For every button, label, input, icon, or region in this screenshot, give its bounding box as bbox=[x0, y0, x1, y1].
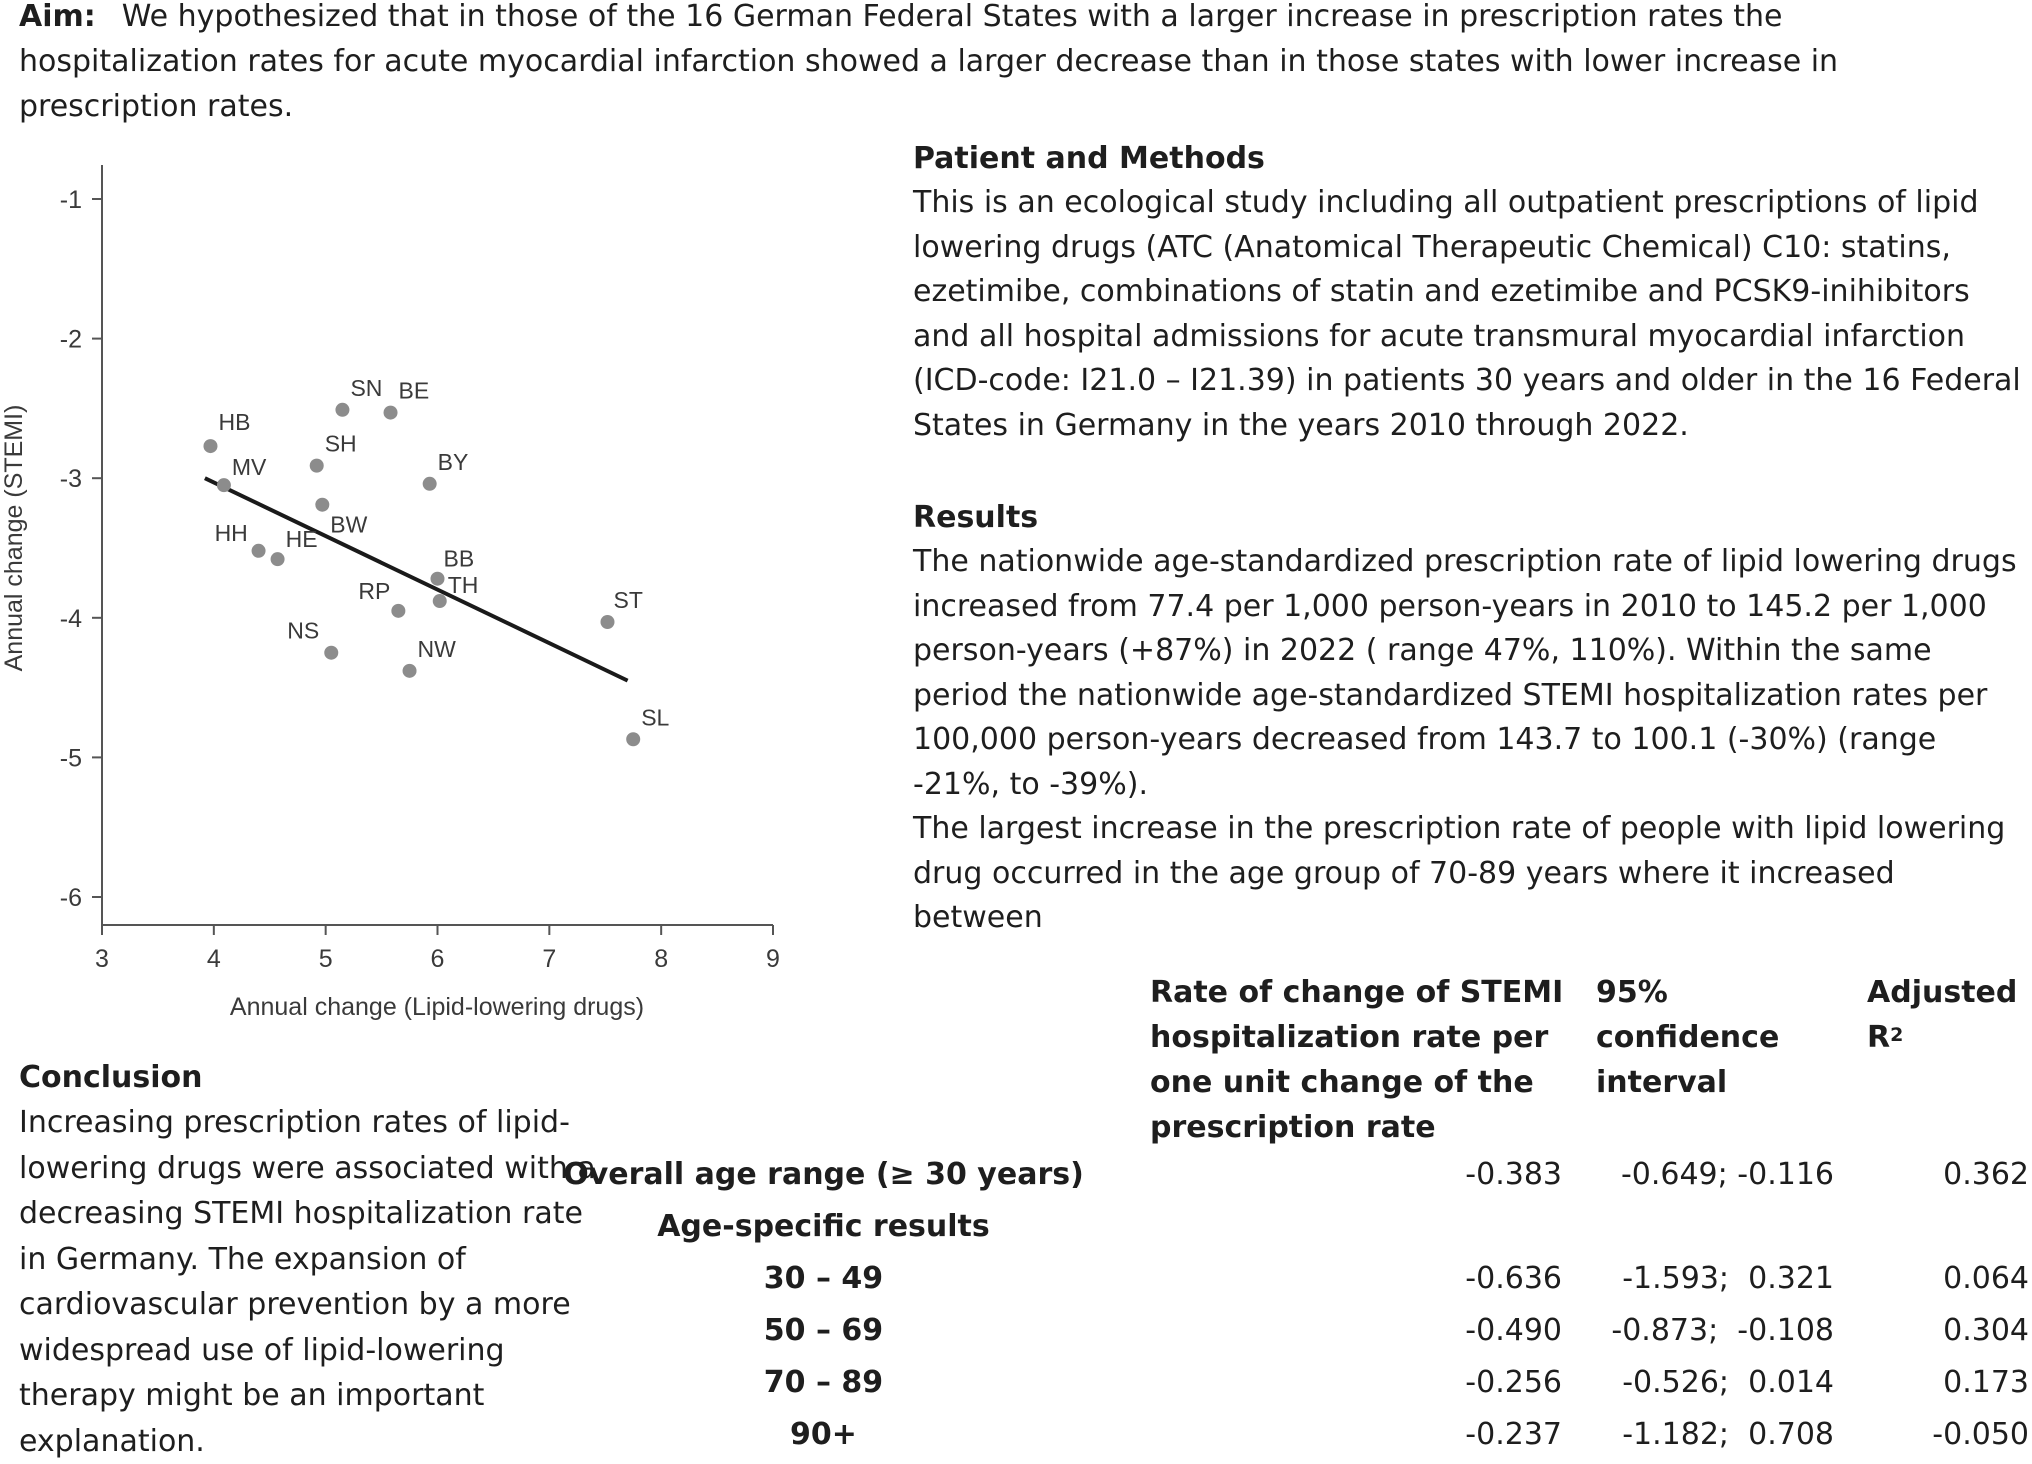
y-axis-label: Annual change (STEMI) bbox=[0, 405, 28, 672]
r2-cell: 0.304 bbox=[1943, 1313, 2029, 1348]
data-point-sh bbox=[309, 458, 324, 473]
results-paragraph-2: The largest increase in the prescription… bbox=[913, 811, 2006, 935]
point-label-bb: BB bbox=[444, 546, 475, 572]
point-label-be: BE bbox=[399, 378, 430, 404]
row-label: 30 – 49 bbox=[763, 1261, 884, 1296]
data-point-hh bbox=[251, 543, 266, 558]
data-point-sl bbox=[626, 732, 641, 747]
r2-header-superscript: 2 bbox=[1890, 1024, 1904, 1046]
data-point-th bbox=[432, 594, 447, 609]
ci-cell: -0.873; -0.108 bbox=[1611, 1313, 1834, 1348]
point-label-ns: NS bbox=[287, 618, 319, 644]
data-point-sn bbox=[335, 402, 350, 417]
x-tick-label: 3 bbox=[95, 945, 109, 973]
point-label-st: ST bbox=[613, 587, 642, 613]
r2-cell: 0.362 bbox=[1943, 1157, 2029, 1192]
data-point-by bbox=[422, 476, 437, 491]
aim-label-text: Aim bbox=[19, 0, 84, 34]
conclusion-section: Conclusion Increasing prescription rates… bbox=[19, 1056, 619, 1464]
y-tick-label: -1 bbox=[60, 186, 82, 214]
point-label-by: BY bbox=[438, 449, 469, 475]
table-row-70-89: 70 – 89 -0.256 -0.526; 0.014 0.173 bbox=[0, 1359, 2032, 1407]
table-row-90-plus: 90+ -0.237 -1.182; 0.708 -0.050 bbox=[0, 1411, 2032, 1459]
y-tick-label: -5 bbox=[60, 744, 82, 772]
row-label: Age-specific results bbox=[657, 1209, 990, 1244]
data-point-hb bbox=[203, 439, 218, 454]
ci-cell: -0.526; 0.014 bbox=[1622, 1365, 1834, 1400]
y-tick-label: -2 bbox=[60, 326, 82, 354]
data-point-st bbox=[600, 614, 615, 629]
results-heading: Results bbox=[913, 500, 1039, 535]
data-point-bw bbox=[315, 497, 330, 512]
x-tick-label: 8 bbox=[654, 945, 668, 973]
r2-cell: 0.173 bbox=[1943, 1365, 2029, 1400]
ci-cell: -0.649; -0.116 bbox=[1620, 1157, 1834, 1192]
results-paragraph-1: The nationwide age-standardized prescrip… bbox=[913, 544, 2017, 802]
x-tick-label: 4 bbox=[207, 945, 221, 973]
data-point-rp bbox=[391, 603, 406, 618]
rate-cell: -0.490 bbox=[1465, 1313, 1562, 1348]
point-label-mv: MV bbox=[232, 454, 267, 480]
point-label-sn: SN bbox=[350, 375, 382, 401]
point-label-hb: HB bbox=[218, 409, 250, 435]
regression-line-group bbox=[204, 476, 629, 683]
point-label-hh: HH bbox=[215, 520, 248, 546]
x-tick-label: 6 bbox=[431, 945, 445, 973]
scatter-chart: 3 4 5 6 7 8 9 -1 -2 -3 -4 -5 -6 HB MV SN BE SH BY BW HH HE BB… bbox=[0, 165, 780, 1021]
column-header-rate: Rate of change of STEMI hospitalization … bbox=[1150, 975, 1564, 1145]
methods-heading: Patient and Methods bbox=[913, 141, 1265, 176]
point-label-sh: SH bbox=[325, 431, 357, 457]
data-point-nw bbox=[402, 663, 417, 678]
aim-label: Aim: bbox=[19, 0, 96, 34]
data-point-bb bbox=[430, 571, 445, 586]
x-tick-label: 7 bbox=[542, 945, 556, 973]
rate-cell: -0.256 bbox=[1465, 1365, 1562, 1400]
x-tick-label: 9 bbox=[766, 945, 780, 973]
row-label: Overall age range (≥ 30 years) bbox=[563, 1157, 1084, 1192]
ci-cell: -1.593; 0.321 bbox=[1622, 1261, 1834, 1296]
results-section: Results The nationwide age-standardized … bbox=[913, 496, 2023, 941]
methods-text: This is an ecological study including al… bbox=[913, 185, 2021, 443]
point-label-th: TH bbox=[448, 572, 479, 598]
regression-line bbox=[204, 476, 629, 683]
y-tick-label: -4 bbox=[60, 605, 82, 633]
y-tick-label: -3 bbox=[60, 465, 82, 493]
r2-header-text: Adjusted R bbox=[1867, 975, 2018, 1055]
ci-cell: -1.182; 0.708 bbox=[1622, 1417, 1834, 1452]
column-header-ci: 95% confidence interval bbox=[1596, 975, 1780, 1100]
methods-section: Patient and Methods This is an ecologica… bbox=[913, 137, 2023, 448]
r2-cell: -0.050 bbox=[1932, 1417, 2029, 1452]
table-row-age-specific-header: Age-specific results bbox=[0, 1203, 2032, 1251]
data-point-be bbox=[383, 405, 398, 420]
conclusion-text: Increasing prescription rates of lipid-l… bbox=[19, 1105, 596, 1459]
point-label-bw: BW bbox=[330, 512, 367, 538]
aim-text: We hypothesized that in those of the 16 … bbox=[19, 0, 1839, 124]
data-point-ns bbox=[324, 645, 339, 660]
conclusion-heading: Conclusion bbox=[19, 1060, 203, 1095]
row-label: 50 – 69 bbox=[763, 1313, 884, 1348]
table-row-30-49: 30 – 49 -0.636 -1.593; 0.321 0.064 bbox=[0, 1255, 2032, 1303]
point-label-sl: SL bbox=[641, 704, 669, 730]
data-point-mv bbox=[216, 478, 231, 493]
data-point-he bbox=[270, 552, 285, 567]
r2-cell: 0.064 bbox=[1943, 1261, 2029, 1296]
aim-paragraph: Aim: We hypothesized that in those of the… bbox=[19, 0, 2009, 129]
table-row-overall: Overall age range (≥ 30 years) -0.383 -0… bbox=[0, 1151, 2032, 1199]
table-row-50-69: 50 – 69 -0.490 -0.873; -0.108 0.304 bbox=[0, 1307, 2032, 1355]
point-label-rp: RP bbox=[358, 578, 390, 604]
rate-cell: -0.237 bbox=[1465, 1417, 1562, 1452]
rate-cell: -0.636 bbox=[1465, 1261, 1562, 1296]
chart-axes: 3 4 5 6 7 8 9 -1 -2 -3 -4 -5 -6 bbox=[60, 165, 780, 973]
x-tick-label: 5 bbox=[319, 945, 333, 973]
point-label-nw: NW bbox=[418, 636, 457, 662]
point-label-he: HE bbox=[286, 526, 318, 552]
x-axis-label: Annual change (Lipid-lowering drugs) bbox=[230, 993, 644, 1021]
row-label: 90+ bbox=[790, 1417, 857, 1452]
row-label: 70 – 89 bbox=[763, 1365, 884, 1400]
y-tick-label: -6 bbox=[60, 884, 82, 912]
rate-cell: -0.383 bbox=[1465, 1157, 1562, 1192]
column-header-r2: Adjusted R2 bbox=[1867, 970, 2027, 1060]
